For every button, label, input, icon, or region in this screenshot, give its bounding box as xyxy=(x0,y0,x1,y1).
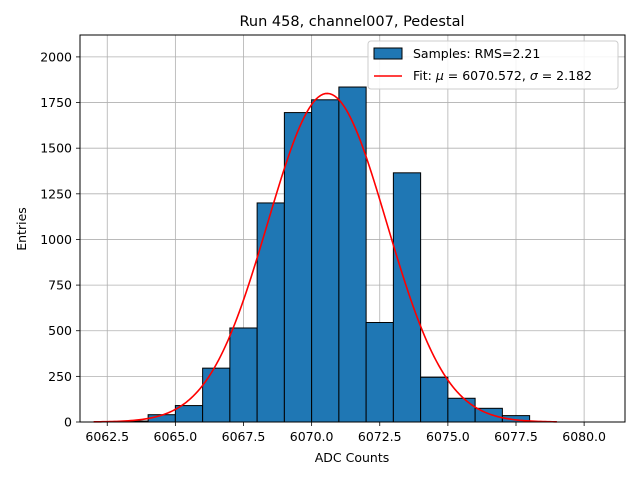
x-tick-label: 6075.0 xyxy=(426,429,470,444)
histogram-bar xyxy=(174,405,204,423)
legend-sigma-value: = 2.182 xyxy=(538,68,592,83)
legend-mu-value: = 6070.572, xyxy=(444,68,530,83)
y-tick-label: 1500 xyxy=(40,141,72,156)
x-tick-label: 6070.0 xyxy=(290,429,334,444)
x-tick-label: 6072.5 xyxy=(358,429,402,444)
x-tick-label: 6062.5 xyxy=(85,429,129,444)
histogram-bar xyxy=(311,99,340,423)
x-tick-label: 6065.0 xyxy=(154,429,198,444)
fit-curve xyxy=(93,92,557,423)
y-tick-label: 750 xyxy=(48,278,72,293)
legend-mu-symbol: μ xyxy=(435,68,444,83)
legend-fit-prefix: Fit: xyxy=(413,68,436,83)
x-axis-label: ADC Counts xyxy=(315,450,390,465)
y-tick-label: 1250 xyxy=(40,186,72,201)
y-axis-label: Entries xyxy=(14,207,29,251)
y-tick-label: 250 xyxy=(48,369,72,384)
histogram-bars xyxy=(120,86,531,423)
legend-samples-swatch xyxy=(373,47,403,60)
x-axis-ticks: 6062.5 6065.0 6067.5 6070.0 6072.5 6075.0 6077… xyxy=(85,422,606,444)
y-tick-label: 2000 xyxy=(40,49,72,64)
x-tick-label: 6067.5 xyxy=(222,429,266,444)
x-tick-label: 6077.5 xyxy=(494,429,538,444)
histogram-bar xyxy=(447,397,476,423)
legend-fit-label: Fit: μ = 6070.572, σ = 2.182 xyxy=(413,68,592,83)
legend: Samples: RMS=2.21 Fit: μ = 6070.572, σ =… xyxy=(367,40,619,90)
histogram-bar xyxy=(229,327,258,423)
legend-sigma-symbol: σ xyxy=(530,68,539,83)
histogram-bar xyxy=(338,86,367,423)
legend-samples-label: Samples: RMS=2.21 xyxy=(413,46,540,61)
y-tick-label: 1000 xyxy=(40,232,72,247)
histogram-bar xyxy=(256,202,285,423)
y-tick-label: 0 xyxy=(64,415,72,430)
plot-frame xyxy=(79,34,626,423)
histogram-bar xyxy=(365,322,394,423)
y-tick-label: 500 xyxy=(48,323,72,338)
y-tick-label: 1750 xyxy=(40,95,72,110)
histogram-bar xyxy=(202,367,231,423)
histogram-bar xyxy=(283,112,313,423)
x-tick-label: 6080.0 xyxy=(562,429,606,444)
histogram-bar xyxy=(420,376,449,423)
y-axis-ticks: 0 250 500 750 1000 1250 1500 1750 2000 xyxy=(40,49,80,430)
legend-box xyxy=(367,40,619,90)
histogram-bar xyxy=(392,172,422,423)
chart-title: Run 458, channel007, Pedestal xyxy=(239,14,464,30)
